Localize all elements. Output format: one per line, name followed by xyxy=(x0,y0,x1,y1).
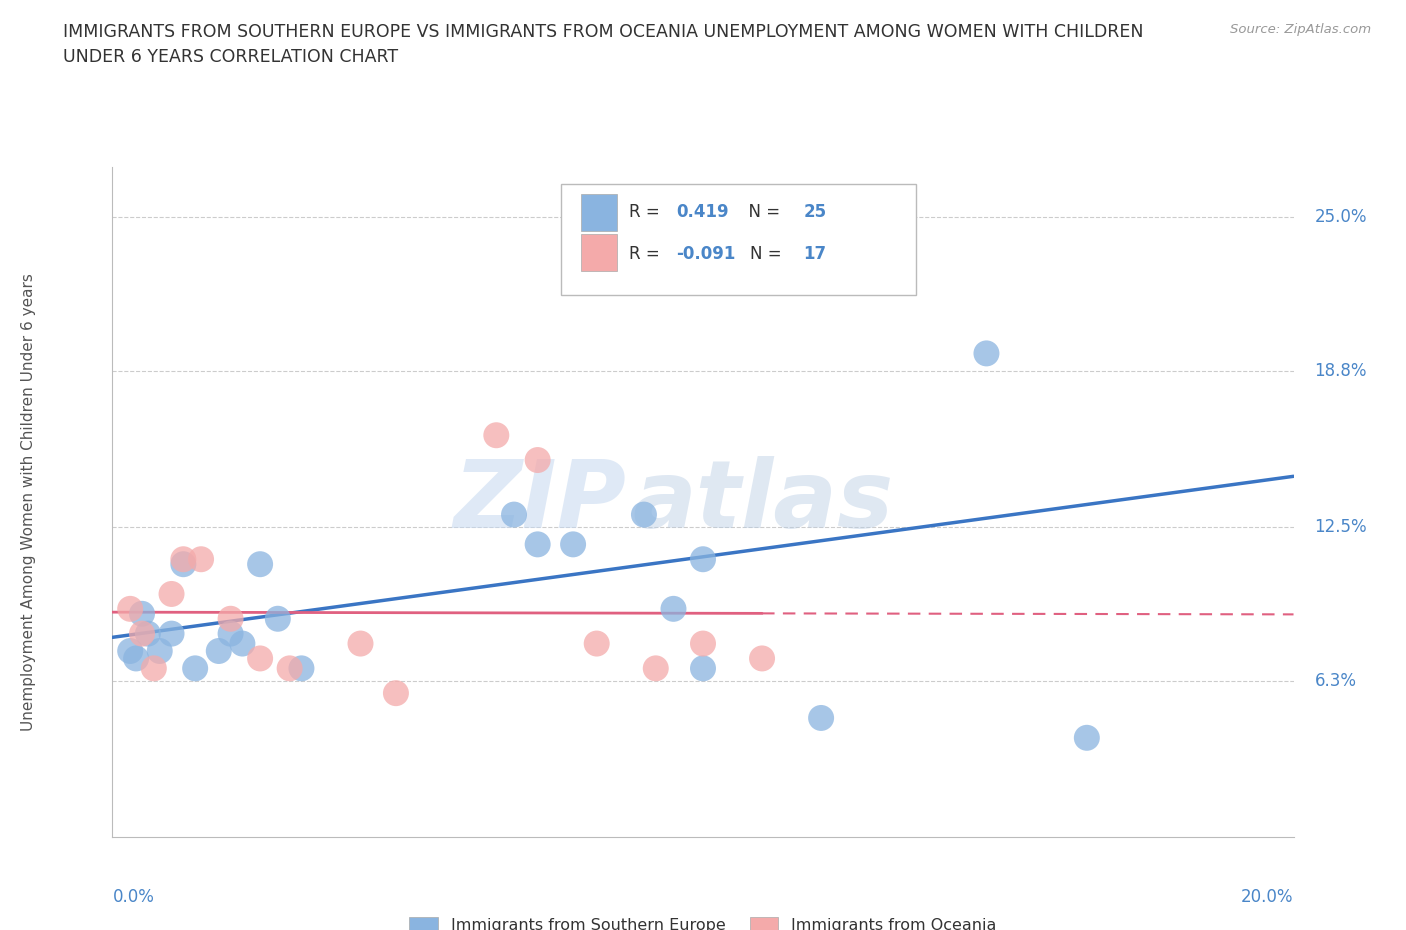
Point xyxy=(249,651,271,666)
Text: 17: 17 xyxy=(803,246,827,263)
FancyBboxPatch shape xyxy=(561,184,915,295)
Point xyxy=(485,428,508,443)
Point xyxy=(278,661,301,676)
Text: 6.3%: 6.3% xyxy=(1315,671,1357,690)
Point xyxy=(692,661,714,676)
Text: 12.5%: 12.5% xyxy=(1315,518,1367,536)
Point xyxy=(231,636,253,651)
FancyBboxPatch shape xyxy=(581,194,617,231)
Point xyxy=(142,661,165,676)
Point xyxy=(219,626,242,641)
Text: Source: ZipAtlas.com: Source: ZipAtlas.com xyxy=(1230,23,1371,36)
Point xyxy=(149,644,172,658)
Point xyxy=(662,602,685,617)
Text: UNDER 6 YEARS CORRELATION CHART: UNDER 6 YEARS CORRELATION CHART xyxy=(63,48,398,66)
Point xyxy=(585,636,607,651)
Text: IMMIGRANTS FROM SOUTHERN EUROPE VS IMMIGRANTS FROM OCEANIA UNEMPLOYMENT AMONG WO: IMMIGRANTS FROM SOUTHERN EUROPE VS IMMIG… xyxy=(63,23,1143,41)
Point xyxy=(120,644,142,658)
Text: N =: N = xyxy=(738,203,786,220)
Point xyxy=(136,626,159,641)
Point xyxy=(172,551,194,566)
Point xyxy=(503,507,526,522)
Text: 0.0%: 0.0% xyxy=(112,888,155,906)
Point xyxy=(644,661,666,676)
Text: atlas: atlas xyxy=(633,457,893,548)
Point xyxy=(190,551,212,566)
FancyBboxPatch shape xyxy=(581,234,617,272)
Point xyxy=(526,537,548,551)
Point xyxy=(692,551,714,566)
Text: R =: R = xyxy=(628,203,665,220)
Point xyxy=(751,651,773,666)
Text: 18.8%: 18.8% xyxy=(1315,362,1367,379)
Legend: Immigrants from Southern Europe, Immigrants from Oceania: Immigrants from Southern Europe, Immigra… xyxy=(409,917,997,930)
Point xyxy=(385,685,408,700)
Point xyxy=(290,661,312,676)
Point xyxy=(160,626,183,641)
Point xyxy=(131,626,153,641)
Point xyxy=(125,651,148,666)
Text: 0.419: 0.419 xyxy=(676,203,728,220)
Point xyxy=(526,453,548,468)
Point xyxy=(160,587,183,602)
Text: Unemployment Among Women with Children Under 6 years: Unemployment Among Women with Children U… xyxy=(21,273,35,731)
Point xyxy=(249,557,271,572)
Point xyxy=(131,606,153,621)
Point xyxy=(172,557,194,572)
Point xyxy=(562,537,585,551)
Text: R =: R = xyxy=(628,246,665,263)
Text: 20.0%: 20.0% xyxy=(1241,888,1294,906)
Point xyxy=(349,636,371,651)
Text: 25: 25 xyxy=(803,203,827,220)
Point xyxy=(821,209,844,224)
Text: 25.0%: 25.0% xyxy=(1315,208,1367,226)
Point xyxy=(976,346,998,361)
Point xyxy=(810,711,832,725)
Point xyxy=(1076,730,1098,745)
Point xyxy=(267,611,290,626)
Text: -0.091: -0.091 xyxy=(676,246,735,263)
Point xyxy=(120,602,142,617)
Point xyxy=(692,636,714,651)
Point xyxy=(184,661,207,676)
Text: ZIP: ZIP xyxy=(453,457,626,548)
Text: N =: N = xyxy=(751,246,787,263)
Point xyxy=(208,644,231,658)
Point xyxy=(219,611,242,626)
Point xyxy=(633,507,655,522)
